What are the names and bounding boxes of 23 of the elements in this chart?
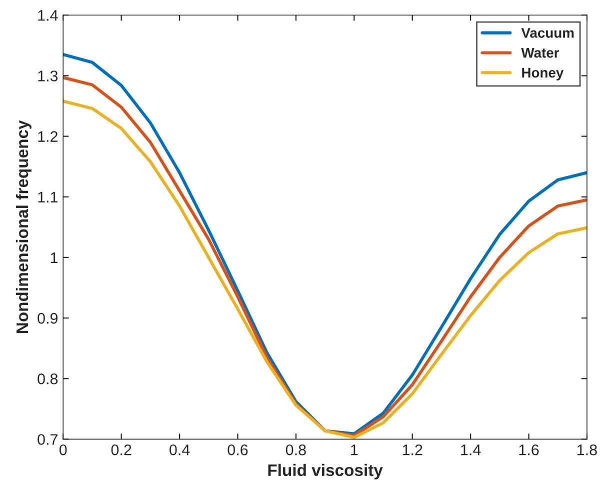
x-tick-label: 0.2 — [111, 444, 132, 456]
x-tick-label: 1.2 — [402, 444, 422, 456]
y-tick-label: 1.2 — [38, 131, 58, 142]
legend-label: Honey — [522, 68, 564, 80]
y-tick-label: 0.7 — [38, 434, 58, 445]
y-tick-label: 0.9 — [38, 312, 58, 324]
x-tick-label: 0.8 — [286, 444, 306, 456]
x-tick-label: 0 — [59, 444, 67, 456]
x-tick-label: 1 — [351, 444, 358, 456]
x-tick-label: 0.4 — [170, 444, 190, 456]
y-tick-label: 1.4 — [38, 10, 58, 21]
legend-label: Vacuum — [521, 28, 574, 38]
x-tick-label: 1.6 — [519, 444, 539, 456]
y-tick-label: 1.3 — [38, 70, 58, 82]
legend-label: Water — [521, 48, 560, 58]
x-tick-label: 0.6 — [228, 444, 248, 456]
x-axis-title: Fluid viscosity — [268, 464, 383, 480]
y-tick-label: 1 — [50, 252, 58, 263]
y-tick-label: 0.8 — [38, 373, 58, 384]
y-axis-title: Nondimensional frequency — [16, 120, 32, 334]
y-tick-label: 1.1 — [38, 192, 58, 202]
x-tick-label: 1.8 — [578, 444, 597, 456]
x-tick-label: 1.4 — [461, 444, 481, 456]
